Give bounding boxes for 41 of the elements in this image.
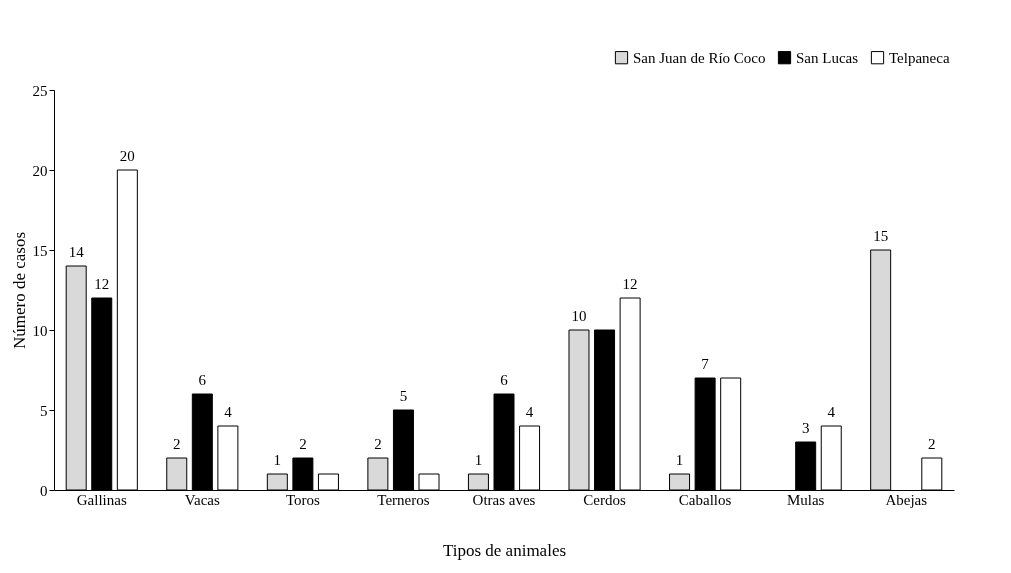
data-label: 2 (173, 436, 181, 452)
x-tick-label: Mulas (786, 491, 825, 508)
legend-label: San Lucas (796, 49, 859, 66)
x-tick-label: Vacas (184, 491, 220, 508)
legend-label: Telpaneca (889, 49, 950, 66)
x-tick-label: Terneros (377, 491, 430, 508)
data-label: 10 (571, 308, 587, 324)
data-label: 1 (474, 452, 483, 468)
data-label: 15 (873, 228, 889, 244)
y-tick-label: 15 (32, 242, 48, 259)
y-tick-label: 5 (40, 402, 48, 419)
y-tick-label: 0 (40, 482, 48, 499)
data-label: 2 (374, 436, 382, 452)
data-label: 6 (500, 372, 509, 388)
data-label: 12 (94, 276, 110, 292)
x-tick-label: Cerdos (583, 491, 626, 508)
x-tick-label: Caballos (678, 491, 732, 508)
data-label: 4 (224, 404, 233, 420)
y-tick-label: 20 (32, 162, 48, 179)
data-label: 3 (801, 420, 810, 436)
data-label: 20 (119, 148, 135, 164)
data-label: 12 (622, 276, 638, 292)
data-label: 7 (701, 356, 710, 372)
x-tick-label: Toros (285, 491, 321, 508)
data-label: 1 (273, 452, 282, 468)
y-tick-label: 25 (32, 82, 48, 99)
y-tick-label: 10 (32, 322, 48, 339)
x-axis-title: Tipos de animales (442, 540, 567, 560)
y-axis-title: Número de casos (9, 231, 29, 350)
data-label: 4 (525, 404, 534, 420)
legend-label: San Juan de Río Coco (633, 49, 766, 66)
data-label: 2 (928, 436, 936, 452)
data-label: 14 (68, 244, 85, 260)
data-label: 6 (198, 372, 207, 388)
data-label: 1 (675, 452, 684, 468)
x-tick-label: Abejas (885, 491, 928, 508)
data-label: 5 (399, 388, 408, 404)
data-label: 2 (299, 436, 307, 452)
x-tick-label: Gallinas (76, 491, 127, 508)
x-tick-label: Otras aves (472, 491, 536, 508)
data-label: 4 (827, 404, 836, 420)
